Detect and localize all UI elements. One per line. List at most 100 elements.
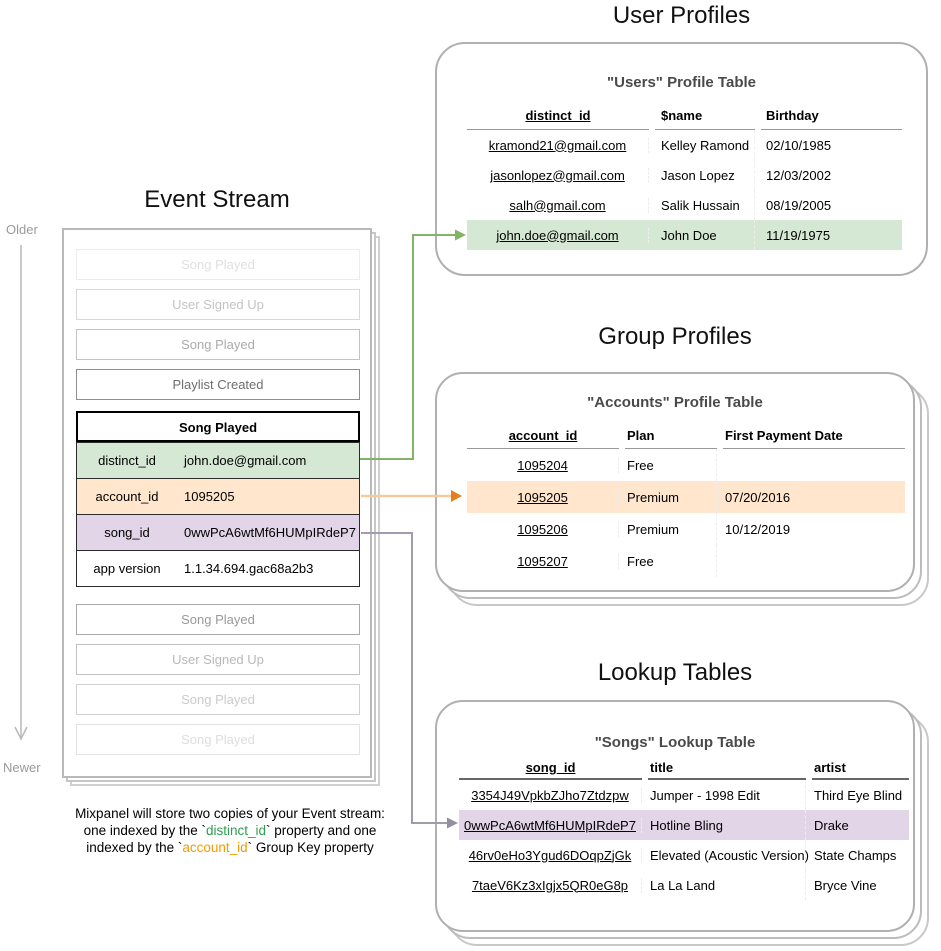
column-header: distinct_id [467,102,649,130]
property-row-app-version: app version 1.1.34.694.gac68a2b3 [76,550,360,587]
caption-text: ` property and one [266,823,377,838]
cell-plan: Free [625,545,717,577]
cell-song-id: 7taeV6Kz3xIgjx5QR0eG8p [459,877,642,893]
cell-distinct-id: kramond21@gmail.com [467,137,649,153]
event-box-song-played-2: Song Played [76,329,360,360]
property-row-account-id: account_id 1095205 [76,478,360,515]
cell-artist: State Champs [814,847,897,863]
cell-title: Hotline Bling [648,810,806,840]
caption-text: ` Group Key property [247,840,374,855]
expanded-event-title: Song Played [76,411,360,442]
caption-line-2: one indexed by the `distinct_id` propert… [30,822,430,839]
event-box-user-signed-up-2: User Signed Up [76,644,360,675]
cell-name: Kelley Ramond [655,130,755,160]
event-stream-container: Song Played User Signed Up Song Played P… [62,228,372,778]
older-label: Older [6,222,38,237]
cell-title: Jumper - 1998 Edit [648,780,806,810]
table-row: salh@gmail.com Salik Hussain 08/19/2005 [467,190,902,220]
songs-table-title: "Songs" Lookup Table [594,734,756,751]
cell-distinct-id: john.doe@gmail.com [467,227,649,243]
event-box-song-played-3: Song Played [76,604,360,635]
property-key: distinct_id [98,453,156,468]
property-row-distinct-id: distinct_id john.doe@gmail.com [76,442,360,479]
songs-table-header: song_id title artist [459,756,909,780]
column-header: $name [655,102,755,130]
cell-plan: Premium [625,513,717,545]
cell-birthday: 02/10/1985 [766,137,832,153]
table-row-highlighted: 0wwPcA6wtMf6HUMpIRdeP7 Hotline Bling Dra… [459,810,909,840]
cell-birthday: 12/03/2002 [766,167,832,183]
cell-song-id: 46rv0eHo3Ygud6DOqpZjGk [459,847,642,863]
cell-account-id: 1095204 [467,457,619,473]
cell-artist: Drake [814,817,849,833]
cell-account-id: 1095205 [467,489,619,505]
cell-distinct-id: jasonlopez@gmail.com [467,167,649,183]
cell-first-payment-date: 07/20/2016 [725,489,791,505]
cell-artist: Third Eye Blind [814,787,903,803]
event-stream-heading: Event Stream [144,186,290,213]
event-box-user-signed-up-1: User Signed Up [76,289,360,320]
cell-first-payment-date: 10/12/2019 [725,521,791,537]
lookup-tables-heading: Lookup Tables [597,659,753,686]
property-key: account_id [95,489,159,504]
table-row-highlighted: 1095205 Premium 07/20/2016 [467,481,905,513]
property-value: john.doe@gmail.com [184,453,307,468]
timeline-arrow [14,245,28,741]
table-row: 7taeV6Kz3xIgjx5QR0eG8p La La Land Bryce … [459,870,909,900]
column-header: Plan [625,422,717,449]
table-row: 1095207 Free [467,545,905,577]
cell-birthday: 11/19/1975 [766,227,831,243]
property-value: 1095205 [184,489,235,504]
column-header: First Payment Date [723,422,905,449]
cell-account-id: 1095207 [467,553,619,569]
accounts-table-title: "Accounts" Profile Table [587,394,763,411]
cell-name: John Doe [655,220,755,250]
property-value: 0wwPcA6wtMf6HUMpIRdeP7 [184,525,356,540]
table-row: 46rv0eHo3Ygud6DOqpZjGk Elevated (Acousti… [459,840,909,870]
column-header: song_id [459,756,642,780]
event-box-song-played-1: Song Played [76,249,360,280]
distinct-id-code: distinct_id [205,823,267,838]
column-header: artist [812,756,909,780]
property-value: 1.1.34.694.gac68a2b3 [184,561,314,576]
cell-title: La La Land [648,870,806,900]
caption-text: indexed by the ` [86,840,183,855]
table-row: 3354J49VpkbZJho7Ztdzpw Jumper - 1998 Edi… [459,780,909,810]
group-profiles-heading: Group Profiles [598,323,752,350]
column-header: title [648,756,806,780]
property-key: song_id [104,525,150,540]
accounts-table-header: account_id Plan First Payment Date [467,422,905,449]
event-box-song-played-4: Song Played [76,684,360,715]
accounts-table: account_id Plan First Payment Date 10952… [467,422,905,577]
table-row: kramond21@gmail.com Kelley Ramond 02/10/… [467,130,902,160]
cell-song-id: 0wwPcA6wtMf6HUMpIRdeP7 [459,817,642,833]
property-key: app version [93,561,161,576]
user-profiles-heading: User Profiles [612,2,751,29]
column-header: Birthday [761,102,902,130]
cell-birthday: 08/19/2005 [766,197,832,213]
event-box-playlist-created: Playlist Created [76,369,360,400]
table-row: 1095206 Premium 10/12/2019 [467,513,905,545]
cell-song-id: 3354J49VpkbZJho7Ztdzpw [459,787,642,803]
table-row: jasonlopez@gmail.com Jason Lopez 12/03/2… [467,160,902,190]
cell-name: Jason Lopez [655,160,755,190]
songs-table: song_id title artist 3354J49VpkbZJho7Ztd… [459,756,909,900]
cell-plan: Premium [625,481,717,513]
users-table-header: distinct_id $name Birthday [467,102,902,130]
cell-account-id: 1095206 [467,521,619,537]
caption-text: one indexed by the ` [83,823,206,838]
cell-plan: Free [625,449,717,481]
caption-line-3: indexed by the `account_id` Group Key pr… [30,839,430,856]
expanded-event-properties: distinct_id john.doe@gmail.com account_i… [76,442,360,587]
property-row-song-id: song_id 0wwPcA6wtMf6HUMpIRdeP7 [76,514,360,551]
cell-artist: Bryce Vine [814,877,877,893]
cell-distinct-id: salh@gmail.com [467,197,649,213]
table-row: 1095204 Free [467,449,905,481]
caption: Mixpanel will store two copies of your E… [30,805,430,856]
accounts-profile-panel: "Accounts" Profile Table account_id Plan… [435,372,915,592]
cell-title: Elevated (Acoustic Version) [648,840,809,870]
users-profile-panel: "Users" Profile Table distinct_id $name … [435,42,928,276]
table-row-highlighted: john.doe@gmail.com John Doe 11/19/1975 [467,220,902,250]
account-id-code: account_id [182,840,248,855]
cell-name: Salik Hussain [655,190,755,220]
